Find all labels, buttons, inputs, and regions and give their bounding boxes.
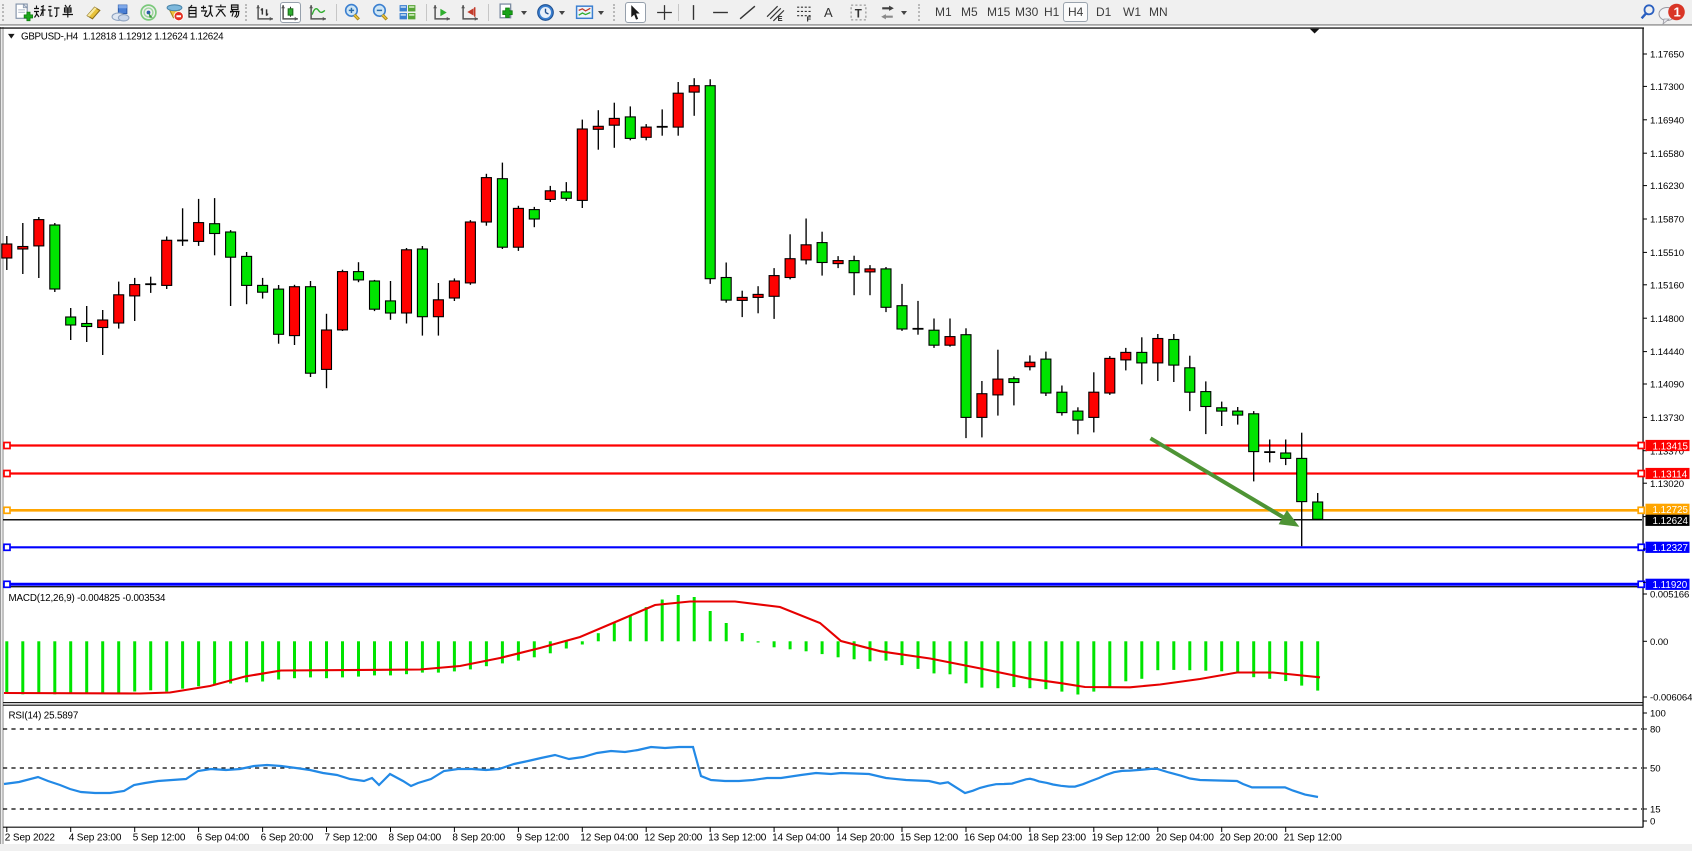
svg-text:20 Sep 04:00: 20 Sep 04:00 [1156, 833, 1215, 844]
svg-text:12 Sep 20:00: 12 Sep 20:00 [644, 833, 703, 844]
svg-text:15 Sep 12:00: 15 Sep 12:00 [900, 833, 959, 844]
svg-text:8 Sep 04:00: 8 Sep 04:00 [389, 833, 442, 844]
svg-text:0.00: 0.00 [1650, 637, 1668, 648]
svg-text:1.17650: 1.17650 [1650, 50, 1684, 61]
svg-text:1.14090: 1.14090 [1650, 380, 1684, 391]
svg-text:50: 50 [1650, 764, 1660, 775]
svg-text:8 Sep 20:00: 8 Sep 20:00 [452, 833, 505, 844]
svg-text:1.12327: 1.12327 [1653, 543, 1688, 554]
svg-text:1.16230: 1.16230 [1650, 181, 1684, 192]
svg-text:7 Sep 12:00: 7 Sep 12:00 [325, 833, 378, 844]
svg-text:1.14800: 1.14800 [1650, 314, 1684, 325]
svg-text:1.14440: 1.14440 [1650, 347, 1684, 358]
svg-text:RSI(14) 25.5897: RSI(14) 25.5897 [9, 711, 79, 722]
svg-text:80: 80 [1650, 725, 1660, 736]
svg-text:1.13114: 1.13114 [1653, 469, 1688, 480]
svg-text:14 Sep 04:00: 14 Sep 04:00 [772, 833, 831, 844]
svg-text:1.13370: 1.13370 [1650, 446, 1684, 457]
svg-text:0: 0 [1650, 817, 1655, 828]
svg-text:E: E [778, 14, 783, 22]
svg-text:1.16580: 1.16580 [1650, 149, 1684, 160]
svg-text:1.13730: 1.13730 [1650, 413, 1684, 424]
svg-text:14 Sep 20:00: 14 Sep 20:00 [836, 833, 895, 844]
svg-text:19 Sep 12:00: 19 Sep 12:00 [1092, 833, 1151, 844]
svg-text:18 Sep 23:00: 18 Sep 23:00 [1028, 833, 1087, 844]
svg-text:4 Sep 23:00: 4 Sep 23:00 [69, 833, 122, 844]
svg-text:9 Sep 12:00: 9 Sep 12:00 [516, 833, 569, 844]
svg-text:-0.006064: -0.006064 [1650, 693, 1692, 704]
svg-text:2 Sep 2022: 2 Sep 2022 [5, 833, 56, 844]
svg-text:6 Sep 20:00: 6 Sep 20:00 [261, 833, 314, 844]
svg-text:1.15510: 1.15510 [1650, 248, 1684, 259]
svg-text:20 Sep 20:00: 20 Sep 20:00 [1220, 833, 1279, 844]
svg-text:1.15160: 1.15160 [1650, 280, 1684, 291]
svg-text:1.13020: 1.13020 [1650, 479, 1684, 490]
svg-text:MACD(12,26,9) -0.004825 -0.003: MACD(12,26,9) -0.004825 -0.003534 [9, 593, 167, 604]
svg-text:T: T [855, 7, 862, 20]
svg-text:100: 100 [1650, 709, 1666, 720]
svg-text:1.12624: 1.12624 [1653, 516, 1689, 527]
svg-text:1.17300: 1.17300 [1650, 82, 1684, 93]
svg-text:1.15870: 1.15870 [1650, 215, 1684, 226]
svg-text:1.11920: 1.11920 [1653, 580, 1688, 591]
svg-text:12 Sep 04:00: 12 Sep 04:00 [580, 833, 639, 844]
svg-text:15: 15 [1650, 805, 1660, 816]
svg-text:16 Sep 04:00: 16 Sep 04:00 [964, 833, 1023, 844]
svg-text:5 Sep 12:00: 5 Sep 12:00 [133, 833, 186, 844]
svg-text:0.005166: 0.005166 [1650, 590, 1689, 601]
svg-text:1: 1 [1674, 5, 1681, 20]
svg-text:1.12725: 1.12725 [1653, 505, 1689, 516]
svg-text:F: F [807, 14, 812, 22]
svg-text:1.16940: 1.16940 [1650, 115, 1684, 126]
svg-text:GBPUSD-,H4 1.12818 1.12912 1.: GBPUSD-,H4 1.12818 1.12912 1.12624 1.126… [21, 32, 224, 43]
svg-text:1.13415: 1.13415 [1653, 441, 1689, 452]
svg-text:13 Sep 12:00: 13 Sep 12:00 [708, 833, 767, 844]
svg-text:21 Sep 12:00: 21 Sep 12:00 [1284, 833, 1343, 844]
svg-text:6 Sep 04:00: 6 Sep 04:00 [197, 833, 250, 844]
